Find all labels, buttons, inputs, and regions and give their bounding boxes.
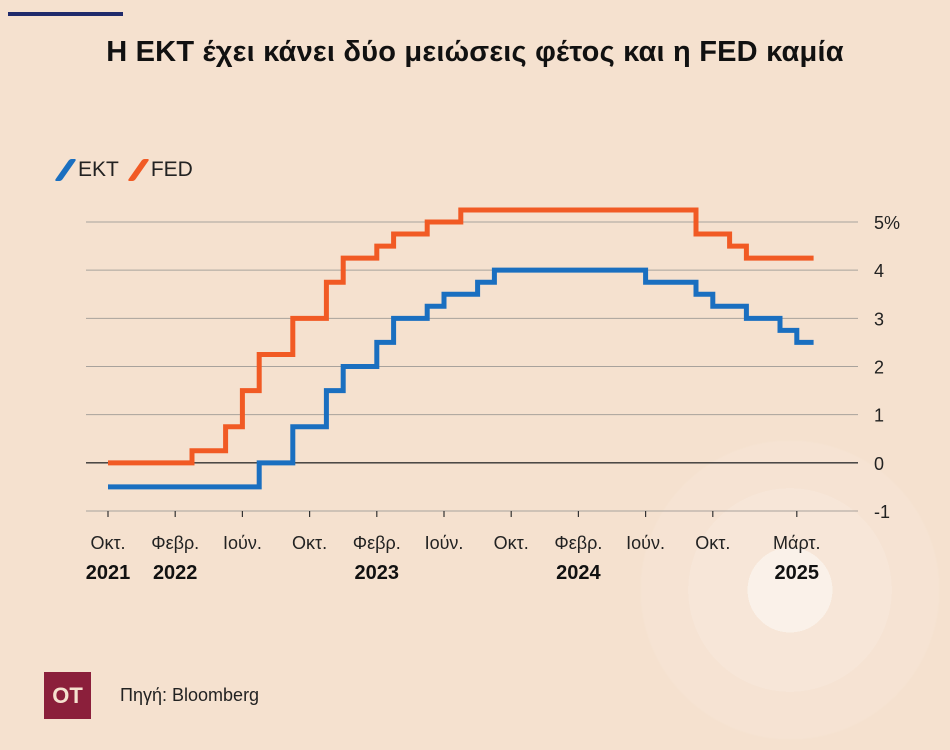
series-line-ekt bbox=[108, 267, 814, 490]
x-tick-label: Ιούν. bbox=[223, 533, 262, 553]
x-tick-label: Οκτ. bbox=[695, 533, 730, 553]
legend-item-fed: FED bbox=[127, 158, 193, 182]
x-tick-label: Φεβρ. bbox=[554, 533, 602, 553]
x-tick-label: Ιούν. bbox=[425, 533, 464, 553]
y-tick-label: 0 bbox=[874, 454, 884, 474]
y-tick-label: -1 bbox=[874, 502, 890, 522]
x-year-label: 2024 bbox=[556, 562, 601, 584]
legend-label-fed: FED bbox=[150, 158, 193, 181]
y-tick-label: 4 bbox=[874, 261, 884, 281]
legend-item-ekt: ΕΚΤ bbox=[54, 158, 119, 182]
x-year-label: 2021 bbox=[86, 562, 131, 584]
x-year-label: 2025 bbox=[775, 562, 820, 584]
y-tick-label: 3 bbox=[874, 309, 884, 329]
publisher-logo: OT bbox=[44, 672, 91, 719]
x-tick-label: Οκτ. bbox=[292, 533, 327, 553]
x-tick-label: Φεβρ. bbox=[353, 533, 401, 553]
top-accent-rule bbox=[8, 12, 123, 16]
legend-label-ekt: ΕΚΤ bbox=[78, 158, 119, 181]
legend: ΕΚΤ FED bbox=[54, 158, 209, 182]
x-tick-label: Φεβρ. bbox=[151, 533, 199, 553]
series-line-fed bbox=[108, 207, 814, 466]
y-tick-label: 5% bbox=[874, 213, 900, 233]
x-tick-label: Μάρτ. bbox=[773, 533, 821, 553]
x-year-label: 2023 bbox=[355, 562, 400, 584]
chart-title: Η ΕΚΤ έχει κάνει δύο μειώσεις φέτος και … bbox=[106, 36, 844, 68]
source-note: Πηγή: Bloomberg bbox=[120, 685, 260, 705]
x-tick-label: Οκτ. bbox=[494, 533, 529, 553]
y-tick-label: 1 bbox=[874, 406, 884, 426]
x-year-label: 2022 bbox=[153, 562, 198, 584]
x-tick-label: Ιούν. bbox=[626, 533, 665, 553]
x-tick-label: Οκτ. bbox=[90, 533, 125, 553]
y-tick-label: 2 bbox=[874, 358, 884, 378]
